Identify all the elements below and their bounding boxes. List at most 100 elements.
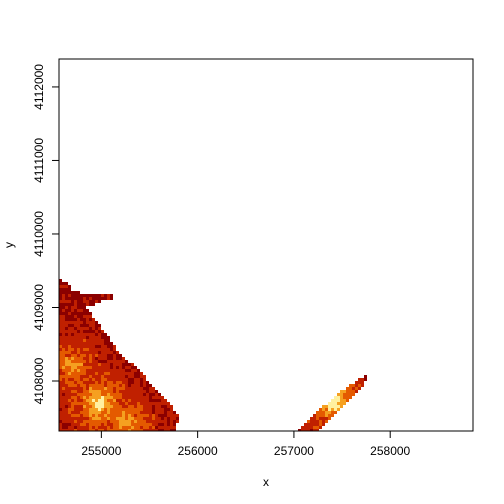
- raster-cell: [65, 429, 68, 431]
- raster-cell: [101, 426, 104, 429]
- raster-cell: [65, 363, 68, 366]
- raster-cell: [158, 393, 161, 396]
- raster-cell: [113, 372, 116, 375]
- raster-cell: [307, 423, 310, 426]
- raster-cell: [65, 294, 68, 297]
- raster-cell: [101, 297, 104, 300]
- raster-cell: [86, 384, 89, 387]
- raster-cell: [131, 420, 134, 423]
- raster-cell: [80, 411, 83, 414]
- raster-cell: [101, 384, 104, 387]
- raster-cell: [59, 348, 62, 351]
- raster-cell: [116, 399, 119, 402]
- raster-cell: [80, 318, 83, 321]
- raster-cell: [319, 417, 322, 420]
- raster-cell: [62, 354, 65, 357]
- raster-cell: [104, 345, 107, 348]
- raster-cell: [68, 357, 71, 360]
- raster-cell: [89, 372, 92, 375]
- raster-cell: [65, 372, 68, 375]
- raster-cell: [71, 420, 74, 423]
- raster-cell: [173, 420, 176, 423]
- raster-cell: [331, 399, 334, 402]
- raster-cell: [62, 318, 65, 321]
- raster-cell: [298, 429, 301, 431]
- raster-cell: [140, 387, 143, 390]
- raster-cell: [140, 426, 143, 429]
- raster-cell: [113, 423, 116, 426]
- raster-cell: [62, 327, 65, 330]
- raster-cell: [80, 315, 83, 318]
- raster-cell: [77, 297, 80, 300]
- raster-cell: [110, 429, 113, 431]
- raster-cell: [80, 366, 83, 369]
- raster-cell: [161, 414, 164, 417]
- raster-cell: [176, 417, 179, 420]
- raster-cell: [83, 333, 86, 336]
- raster-cell: [74, 372, 77, 375]
- raster-cell: [334, 411, 337, 414]
- raster-cell: [77, 378, 80, 381]
- raster-cell: [110, 387, 113, 390]
- raster-cell: [74, 318, 77, 321]
- raster-cell: [83, 354, 86, 357]
- raster-cell: [71, 360, 74, 363]
- raster-cell: [313, 417, 316, 420]
- raster-cell: [92, 318, 95, 321]
- raster-cell: [74, 300, 77, 303]
- raster-cell: [119, 405, 122, 408]
- raster-cell: [95, 345, 98, 348]
- raster-cell: [119, 429, 122, 431]
- raster-cell: [113, 375, 116, 378]
- raster-cell: [131, 429, 134, 431]
- raster-cell: [128, 372, 131, 375]
- raster-cell: [140, 396, 143, 399]
- raster-cell: [71, 321, 74, 324]
- raster-cell: [107, 339, 110, 342]
- raster-cell: [349, 390, 352, 393]
- raster-cell: [140, 408, 143, 411]
- raster-cell: [110, 348, 113, 351]
- raster-cell: [59, 411, 62, 414]
- raster-cell: [68, 396, 71, 399]
- raster-cell: [131, 369, 134, 372]
- raster-cell: [62, 396, 65, 399]
- raster-cell: [83, 399, 86, 402]
- raster-cell: [316, 429, 319, 431]
- raster-cell: [128, 429, 131, 431]
- raster-cell: [316, 423, 319, 426]
- raster-cell: [59, 288, 62, 291]
- raster-cell: [83, 372, 86, 375]
- raster-cell: [59, 309, 62, 312]
- raster-cell: [77, 405, 80, 408]
- raster-cell: [89, 324, 92, 327]
- raster-cell: [68, 327, 71, 330]
- raster-cell: [107, 420, 110, 423]
- raster-cell: [155, 393, 158, 396]
- raster-cell: [83, 360, 86, 363]
- raster-cell: [343, 402, 346, 405]
- raster-cell: [146, 426, 149, 429]
- raster-cell: [176, 420, 179, 423]
- raster-cell: [77, 300, 80, 303]
- raster-cell: [92, 348, 95, 351]
- raster-cell: [137, 387, 140, 390]
- raster-cell: [80, 420, 83, 423]
- raster-cell: [71, 297, 74, 300]
- raster-cell: [128, 381, 131, 384]
- raster-cell: [86, 297, 89, 300]
- raster-cell: [164, 423, 167, 426]
- raster-cell: [119, 360, 122, 363]
- raster-cell: [128, 420, 131, 423]
- raster-cell: [104, 414, 107, 417]
- raster-region-east-ridge: [298, 375, 367, 431]
- raster-cell: [337, 408, 340, 411]
- raster-cell: [92, 405, 95, 408]
- raster-cell: [89, 330, 92, 333]
- raster-cell: [80, 330, 83, 333]
- raster-cell: [122, 417, 125, 420]
- raster-cell: [86, 330, 89, 333]
- raster-cell: [92, 408, 95, 411]
- raster-cell: [68, 408, 71, 411]
- raster-cell: [137, 426, 140, 429]
